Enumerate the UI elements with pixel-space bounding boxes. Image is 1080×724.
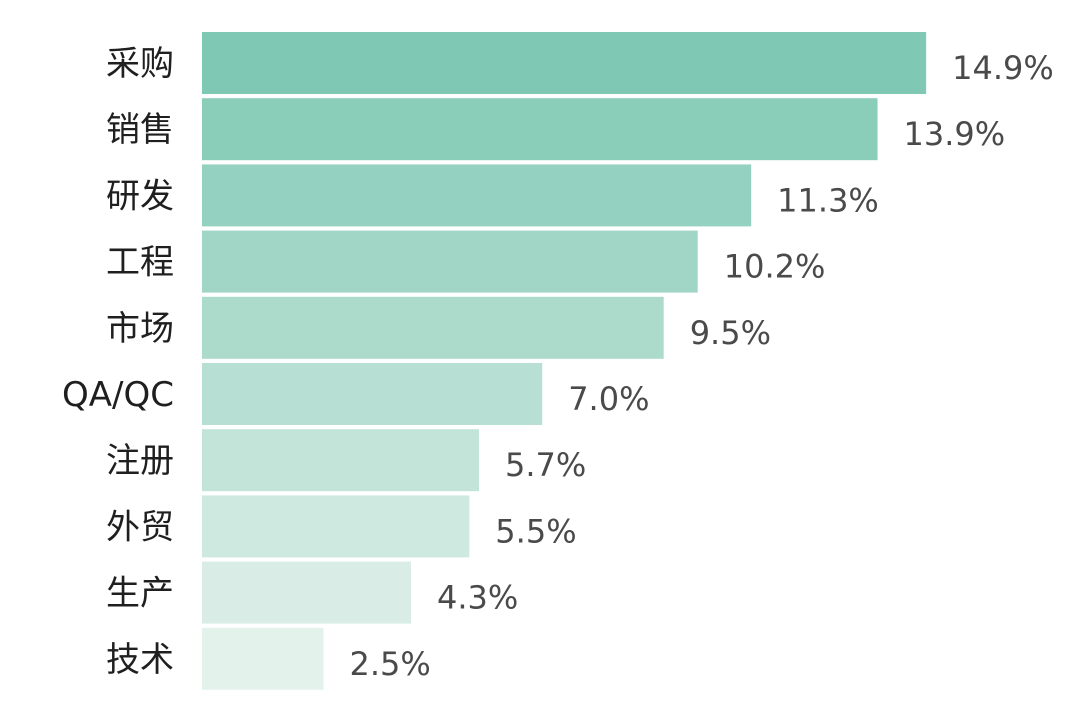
bar-6: [202, 429, 480, 492]
value-label-5: 7.0%: [568, 380, 649, 418]
bar-4: [202, 296, 664, 359]
category-label-9: 技术: [106, 640, 174, 680]
value-label-8: 4.3%: [437, 579, 518, 617]
bar-1: [202, 98, 878, 161]
bar-0: [202, 32, 927, 94]
category-label-3: 工程: [106, 243, 174, 283]
bar-9: [202, 627, 324, 690]
bar-3: [202, 230, 698, 293]
bar-7: [202, 495, 470, 558]
value-label-7: 5.5%: [495, 512, 576, 550]
category-label-1: 销售: [106, 110, 174, 150]
value-label-2: 11.3%: [777, 181, 879, 219]
value-label-4: 9.5%: [690, 314, 771, 352]
value-label-6: 5.7%: [505, 446, 586, 484]
category-label-7: 外贸: [106, 507, 174, 547]
category-label-8: 生产: [106, 574, 174, 614]
value-label-3: 10.2%: [724, 248, 826, 286]
value-labels: 14.9% 13.9% 11.3% 10.2% 9.5% 7.0% 5.7% 5.5% 4.3%…: [350, 49, 1054, 683]
value-label-9: 2.5%: [350, 645, 431, 683]
bar-5: [202, 363, 543, 425]
category-label-4: 市场: [106, 309, 174, 349]
bar-2: [202, 164, 752, 227]
category-label-6: 注册: [106, 441, 174, 481]
value-label-1: 13.9%: [904, 115, 1006, 153]
category-label-0: 采购: [106, 44, 174, 84]
category-label-5: QA/QC: [62, 375, 174, 415]
bar-8: [202, 561, 411, 624]
value-label-0: 14.9%: [952, 49, 1054, 87]
bars-group: [202, 32, 927, 690]
category-label-2: 研发: [106, 176, 174, 216]
